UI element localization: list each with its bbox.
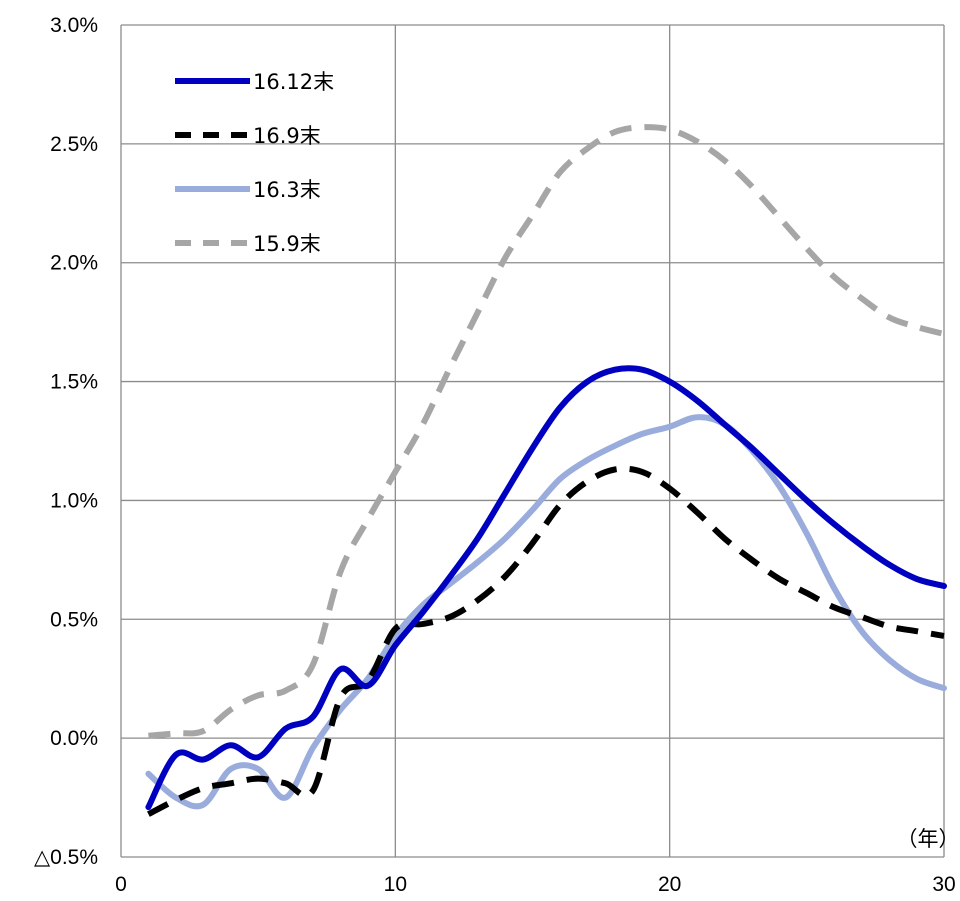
series-line-3 <box>145 414 947 810</box>
y-tick-label: 0.5% <box>50 608 98 631</box>
y-tick-label: 0.0% <box>50 727 98 750</box>
y-tick-label: 2.0% <box>50 252 98 275</box>
legend-label-3: 16.3末 <box>253 178 321 202</box>
legend-label-1: 16.12末 <box>253 70 334 94</box>
y-axis-tick-labels: △0.5% 0.0% 0.5% 1.0% 1.5% 2.0% 2.5% 3.0% <box>34 14 98 869</box>
x-tick-label: 30 <box>932 873 955 896</box>
x-tick-label: 20 <box>658 873 681 896</box>
x-axis-unit-label: （年） <box>897 827 960 851</box>
legend-label-2: 16.9末 <box>253 124 321 148</box>
legend-label-4: 15.9末 <box>253 232 321 256</box>
y-tick-label: △0.5% <box>34 846 98 869</box>
chart-series <box>145 124 947 817</box>
x-axis-tick-labels: 0 10 20 30 <box>115 873 956 896</box>
chart-legend: 16.12末 16.9末 16.3末 15.9末 <box>175 70 334 256</box>
chart-grid <box>120 24 945 858</box>
x-tick-label: 10 <box>384 873 407 896</box>
y-tick-label: 1.5% <box>50 371 98 394</box>
y-tick-label: 1.0% <box>50 489 98 512</box>
series-line-4 <box>148 124 945 739</box>
y-tick-label: 2.5% <box>50 133 98 156</box>
series-line-1 <box>145 365 947 811</box>
series-line-2 <box>147 465 945 817</box>
y-tick-label: 3.0% <box>50 14 98 37</box>
x-tick-label: 0 <box>115 873 127 896</box>
